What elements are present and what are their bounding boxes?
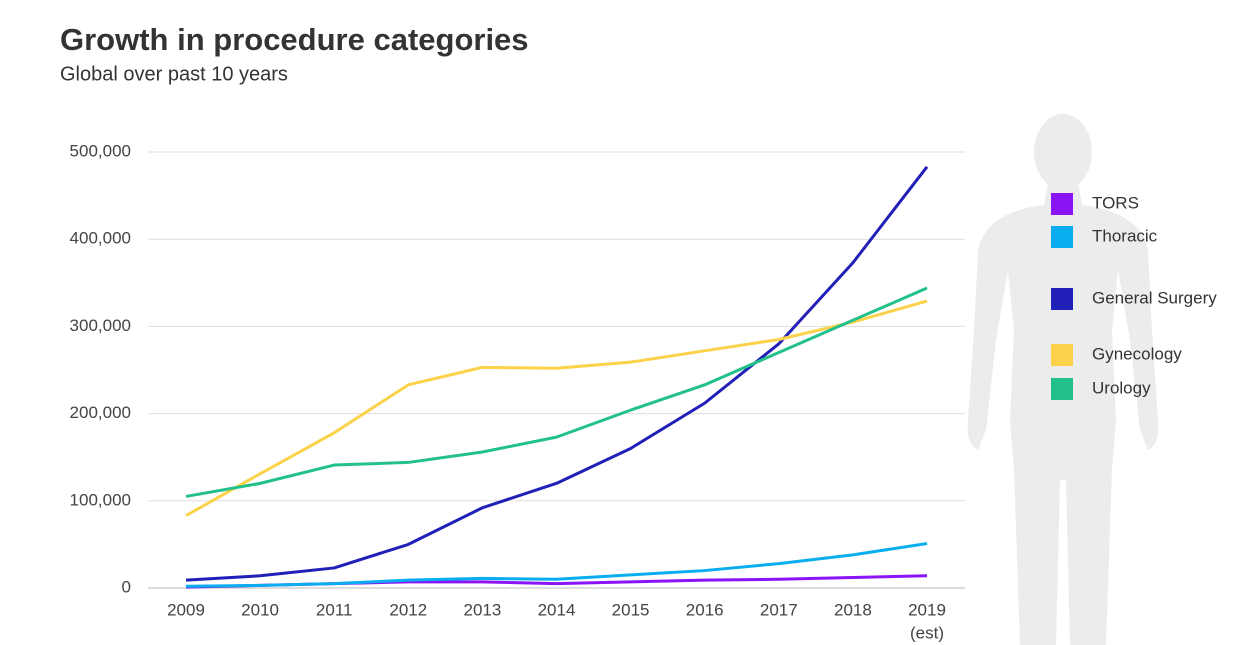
legend-swatch (1051, 193, 1073, 215)
legend-swatch (1051, 344, 1073, 366)
series-line (185, 542, 928, 588)
chart-title: Growth in procedure categories (60, 22, 529, 57)
y-tick-label: 0 (122, 577, 131, 596)
y-tick-label: 300,000 (70, 316, 131, 335)
x-tick-label: 2010 (241, 600, 279, 619)
legend-swatch (1051, 226, 1073, 248)
series-line (185, 165, 929, 582)
x-tick-label: 2019 (908, 600, 946, 619)
x-tick-label: 2014 (538, 600, 576, 619)
x-tick-label: 2015 (612, 600, 650, 619)
x-tick-label: 2009 (167, 600, 205, 619)
chart-subtitle: Global over past 10 years (60, 63, 288, 85)
series-line (185, 286, 928, 498)
x-tick-label: 2011 (316, 600, 353, 619)
legend-label: Thoracic (1092, 226, 1158, 245)
body-silhouette (967, 114, 1159, 645)
y-tick-label: 100,000 (70, 490, 131, 509)
x-tick-label: 2013 (463, 600, 501, 619)
x-tick-label: 2018 (834, 600, 872, 619)
x-tick-note: (est) (910, 623, 944, 642)
legend-swatch (1051, 378, 1073, 400)
legend-label: Urology (1092, 378, 1151, 397)
series-line (185, 299, 928, 517)
legend-label: Gynecology (1092, 344, 1182, 363)
x-tick-label: 2012 (389, 600, 427, 619)
legend-swatch (1051, 288, 1073, 310)
y-tick-label: 200,000 (70, 403, 131, 422)
x-tick-label: 2017 (760, 600, 798, 619)
legend-label: TORS (1092, 193, 1139, 212)
y-tick-label: 400,000 (70, 229, 131, 248)
legend-label: General Surgery (1092, 288, 1217, 307)
y-tick-label: 500,000 (70, 141, 131, 160)
x-tick-label: 2016 (686, 600, 724, 619)
